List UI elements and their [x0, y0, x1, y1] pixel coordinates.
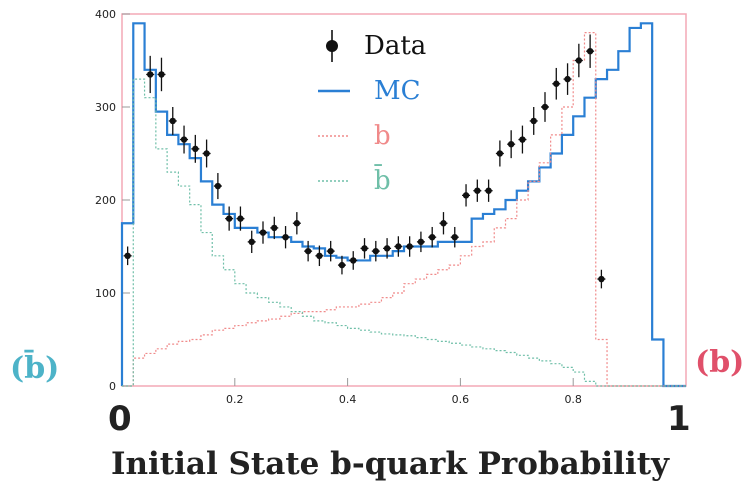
data-point — [496, 150, 504, 157]
legend-label: b — [374, 121, 391, 151]
side-label-right: (b) — [695, 345, 744, 380]
data-point — [338, 261, 346, 269]
y-axis-ticks: 0 100 200 300 400 — [95, 8, 130, 393]
data-point — [519, 136, 526, 143]
y-tick-label: 0 — [109, 380, 116, 393]
x-axis-ticks: 0.2 0.4 0.6 0.8 — [226, 378, 582, 406]
legend: Data MC b b̄ — [318, 30, 426, 196]
data-point — [124, 252, 131, 259]
data-point — [417, 238, 425, 246]
data-point — [180, 136, 188, 143]
y-tick-label: 200 — [95, 194, 116, 207]
data-point — [474, 187, 481, 194]
data-point — [541, 103, 549, 111]
data-point — [203, 150, 210, 157]
y-tick-label: 400 — [95, 8, 116, 21]
data-point — [564, 75, 571, 83]
data-point — [383, 245, 391, 252]
data-point — [214, 182, 222, 190]
data-point — [485, 187, 492, 194]
b-histogram — [122, 32, 686, 387]
data-point — [530, 117, 537, 125]
data-point — [158, 71, 165, 78]
data-points — [123, 34, 606, 289]
data-point — [304, 247, 312, 255]
x-tick-label: 0.4 — [339, 393, 357, 406]
data-point — [440, 220, 447, 227]
data-point — [406, 243, 413, 250]
data-point — [169, 117, 176, 125]
data-point — [259, 229, 267, 236]
data-point — [429, 234, 436, 241]
data-point — [327, 247, 334, 255]
data-point — [225, 215, 233, 222]
data-point — [553, 80, 560, 87]
data-point — [316, 252, 323, 259]
legend-data-symbol — [326, 40, 338, 52]
data-point — [282, 234, 289, 241]
data-point — [462, 192, 470, 199]
legend-label: MC — [374, 76, 421, 106]
legend-label: b̄ — [374, 163, 391, 196]
data-point — [293, 220, 301, 227]
y-tick-label: 300 — [95, 101, 116, 114]
data-point — [586, 48, 594, 55]
plot-frame — [121, 13, 687, 387]
data-point — [350, 257, 357, 264]
data-point — [598, 275, 605, 283]
data-point — [395, 243, 402, 250]
data-point — [192, 145, 199, 153]
data-point — [237, 215, 244, 222]
y-tick-label: 100 — [95, 287, 116, 300]
x-tick-label: 0.6 — [452, 393, 470, 406]
data-point — [147, 71, 154, 78]
side-label-left: (b̄) — [10, 350, 59, 386]
x-end-label-right: 1 — [667, 399, 691, 439]
data-point — [361, 245, 368, 252]
x-tick-label: 0.2 — [226, 393, 244, 406]
legend-label: Data — [364, 31, 426, 61]
x-axis-label: Initial State b-quark Probability — [111, 446, 670, 482]
data-point — [372, 247, 379, 255]
data-point — [575, 57, 583, 64]
x-tick-label: 0.8 — [564, 393, 582, 406]
data-point — [507, 141, 515, 148]
data-point — [271, 224, 278, 232]
bbar-histogram — [122, 78, 686, 387]
data-point — [451, 234, 458, 241]
data-point — [248, 238, 255, 246]
x-end-label-left: 0 — [108, 399, 132, 439]
